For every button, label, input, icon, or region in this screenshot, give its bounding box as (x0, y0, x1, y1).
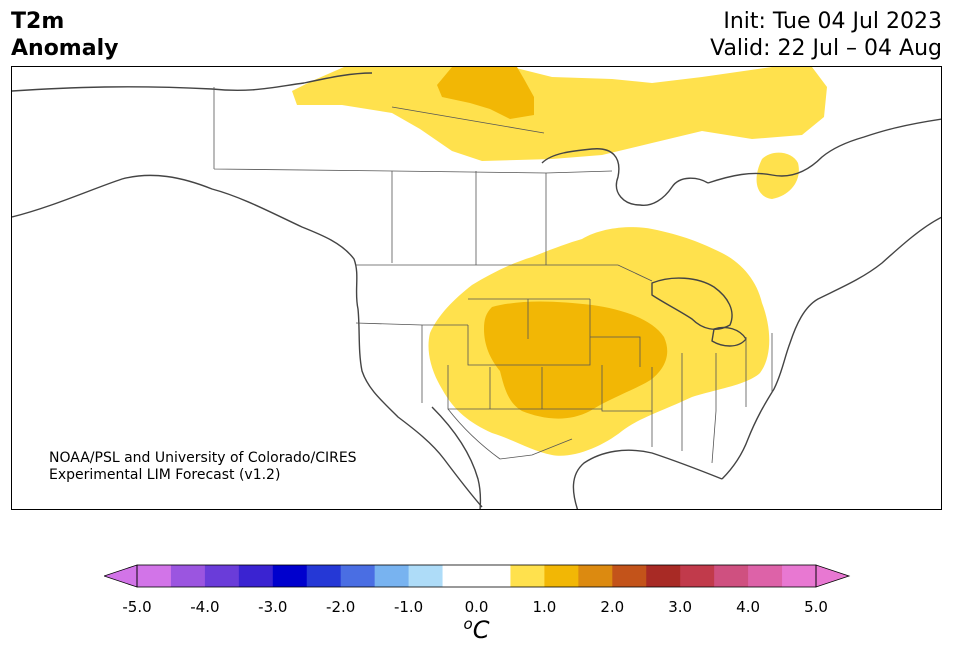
colorbar-segment (238, 565, 274, 587)
colorbar-segment (714, 565, 749, 587)
credit-text: NOAA/PSL and University of Colorado/CIRE… (49, 450, 357, 484)
colorbar-segment (408, 565, 444, 587)
colorbar-segment (272, 565, 308, 587)
unit-letter: C (472, 616, 490, 644)
map-svg (12, 67, 941, 509)
colorbar-tick-label: 5.0 (804, 598, 828, 616)
colorbar-segment (544, 565, 579, 587)
forecast-dates: Init: Tue 04 Jul 2023 Valid: 22 Jul – 04… (710, 8, 942, 62)
colorbar-tick-label: 4.0 (736, 598, 761, 616)
colorbar-segment (680, 565, 715, 587)
unit-superscript: o (463, 615, 473, 633)
colorbar-tick-label: -3.0 (258, 598, 288, 616)
title-line-1: T2m (11, 9, 65, 34)
anomaly-level-2 (437, 67, 668, 419)
colorbar-outline (136, 564, 817, 588)
colorbar-segment (782, 565, 817, 587)
credit-line-1: NOAA/PSL and University of Colorado/CIRE… (49, 450, 357, 466)
colorbar-segments (137, 565, 817, 587)
map-borders (213, 87, 773, 464)
colorbar-under-arrow (104, 564, 138, 588)
colorbar-tick-label: -4.0 (190, 598, 220, 616)
colorbar-segment (646, 565, 681, 587)
colorbar-segment (748, 565, 783, 587)
colorbar-segment (374, 565, 410, 587)
colorbar-tick-label: 2.0 (600, 598, 625, 616)
colorbar-unit: oC (0, 615, 953, 644)
colorbar-tick-label: 3.0 (668, 598, 693, 616)
colorbar-segment (306, 565, 342, 587)
valid-date: Valid: 22 Jul – 04 Aug (710, 36, 942, 61)
map-title: T2m Anomaly (11, 8, 118, 62)
colorbar-segment (510, 565, 545, 587)
colorbar-over-arrow (815, 564, 851, 588)
title-line-2: Anomaly (11, 36, 119, 61)
map-lines (12, 72, 941, 509)
colorbar (104, 564, 851, 588)
colorbar-segment (612, 565, 647, 587)
colorbar-segment (476, 565, 511, 587)
anomaly-map (11, 66, 942, 510)
colorbar-segment (442, 565, 477, 587)
init-date: Init: Tue 04 Jul 2023 (723, 9, 942, 34)
colorbar-segment (340, 565, 376, 587)
colorbar-tick-label: 0.0 (464, 598, 489, 616)
colorbar-tick-label: -2.0 (326, 598, 356, 616)
credit-line-2: Experimental LIM Forecast (v1.2) (49, 467, 281, 483)
colorbar-tick-label: -1.0 (393, 598, 424, 616)
colorbar-segment (578, 565, 613, 587)
colorbar-segment (137, 565, 172, 587)
colorbar-tick-label: -5.0 (122, 598, 152, 616)
colorbar-tick-label: 1.0 (532, 598, 557, 616)
colorbar-segment (204, 565, 240, 587)
colorbar-segment (170, 565, 206, 587)
